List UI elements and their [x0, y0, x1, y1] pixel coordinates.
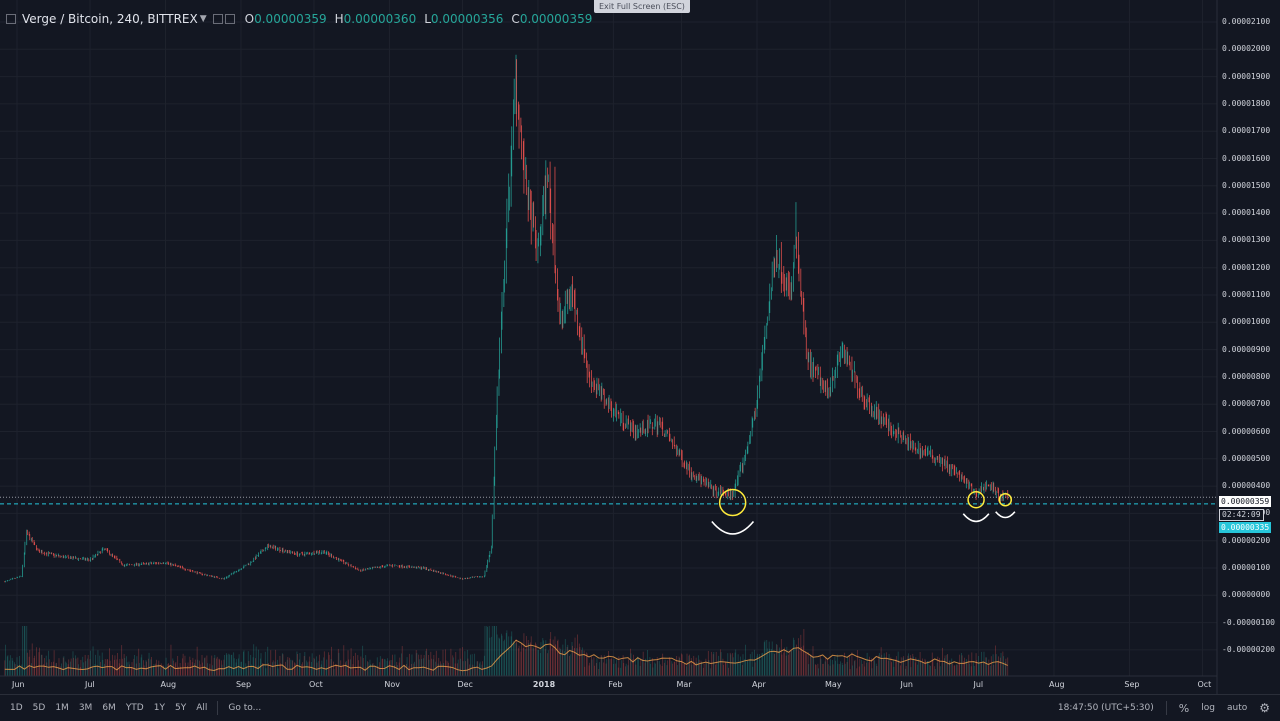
- ohlc-low: 0.00000356: [430, 12, 504, 26]
- crosshair-price-label: 0.00000335: [1219, 522, 1272, 533]
- price-tick-label: 0.00000400: [1222, 481, 1271, 491]
- price-tick-label: 0.00001800: [1222, 98, 1271, 108]
- price-tick-label: 0.00001000: [1222, 317, 1271, 327]
- price-tick-label: 0.00001200: [1222, 262, 1271, 272]
- price-tick-label: 0.00002000: [1222, 44, 1271, 54]
- price-tick-label: 0.00000900: [1222, 344, 1271, 354]
- time-tick-label: Feb: [608, 680, 623, 689]
- time-tick-label: Mar: [676, 680, 692, 689]
- goto-button[interactable]: Go to...: [228, 703, 262, 713]
- symbol-title[interactable]: Verge / Bitcoin, 240, BITTREX: [22, 12, 198, 26]
- settings-icon[interactable]: [212, 14, 223, 24]
- range-6m[interactable]: 6M: [102, 703, 116, 713]
- time-tick-label: Nov: [384, 680, 401, 689]
- gear-icon[interactable]: ⚙: [1259, 701, 1270, 715]
- time-tick-label: 2018: [532, 680, 556, 689]
- ohlc-close: 0.00000359: [519, 12, 593, 26]
- price-tick-label: 0.00000600: [1222, 426, 1271, 436]
- range-5d[interactable]: 5D: [32, 703, 46, 713]
- annotation-arc: [711, 520, 755, 535]
- range-1d[interactable]: 1D: [10, 703, 23, 713]
- time-tick-label: Sep: [235, 680, 252, 689]
- collapse-icon[interactable]: [6, 14, 16, 24]
- toolbar-divider: [217, 701, 219, 715]
- clock-time: 18:47:50 (UTC+5:30): [1057, 703, 1154, 713]
- chevron-down-icon[interactable]: ▼: [199, 14, 207, 24]
- time-tick-label: Apr: [752, 680, 766, 689]
- chart-overlays: [0, 488, 1217, 535]
- log-toggle[interactable]: log: [1201, 703, 1215, 713]
- price-tick-label: 0.00000800: [1222, 371, 1271, 381]
- price-tick-label: 0.00001900: [1222, 71, 1271, 81]
- time-tick-label: Jun: [12, 680, 25, 689]
- time-tick-label: Oct: [1197, 680, 1212, 689]
- price-tick-label: 0.00000200: [1222, 535, 1271, 545]
- ohlc-close-key: C: [511, 12, 520, 26]
- time-tick-label: Aug: [1048, 680, 1065, 689]
- annotation-arc: [962, 513, 990, 523]
- annotation-circle: [998, 493, 1013, 507]
- range-3m[interactable]: 3M: [78, 703, 93, 713]
- price-tick-label: 0.00001700: [1222, 126, 1271, 136]
- auto-toggle[interactable]: auto: [1226, 703, 1248, 713]
- price-tick-label: -0.00000200: [1222, 644, 1275, 654]
- ohlc-high-key: H: [334, 12, 344, 26]
- time-tick-label: Jun: [900, 680, 913, 689]
- bottom-toolbar: 1D 5D 1M 3M 6M YTD 1Y 5Y All Go to... 18…: [0, 694, 1280, 721]
- volume-ma-line: [4, 639, 1008, 672]
- price-tick-label: 0.00000100: [1222, 563, 1271, 572]
- time-tick-label: Sep: [1124, 680, 1140, 689]
- toolbar-right: 18:47:50 (UTC+5:30) % log auto ⚙: [1058, 695, 1270, 721]
- price-tick-label: 0.00001300: [1222, 235, 1271, 245]
- countdown-label: 02:42:09: [1219, 509, 1264, 521]
- chart-header: Verge / Bitcoin, 240, BITTREX ▼ O 0.00000…: [6, 10, 592, 28]
- price-tick-label: 0.00001100: [1222, 290, 1271, 299]
- range-1y[interactable]: 1Y: [153, 703, 165, 713]
- time-tick-label: Jul: [973, 680, 984, 689]
- toolbar-divider-right: [1165, 701, 1167, 715]
- ohlc-open: 0.00000359: [254, 12, 327, 26]
- price-tick-label: 0.00000700: [1222, 399, 1271, 409]
- range-all[interactable]: All: [196, 703, 208, 713]
- price-tick-label: 0.00000500: [1222, 453, 1271, 463]
- annotation-circle: [967, 491, 985, 509]
- last-price-label: 0.00000359: [1219, 496, 1272, 507]
- percent-toggle[interactable]: %: [1178, 701, 1190, 715]
- ohlc-high: 0.00000360: [343, 12, 417, 26]
- time-tick-label: Oct: [308, 680, 323, 689]
- price-candles: [4, 54, 1009, 583]
- price-tick-label: 0.00000000: [1222, 590, 1271, 600]
- time-tick-label: Dec: [457, 680, 473, 689]
- volume-bars: [4, 626, 1009, 676]
- ohlc-low-key: L: [424, 12, 431, 26]
- range-1m[interactable]: 1M: [55, 703, 69, 713]
- range-5y[interactable]: 5Y: [174, 703, 187, 713]
- chart-grid: [0, 0, 1217, 676]
- time-tick-label: Aug: [160, 680, 177, 689]
- price-tick-label: 0.00001500: [1222, 180, 1271, 190]
- exit-fullscreen-button[interactable]: Exit Full Screen (ESC): [594, 0, 690, 13]
- time-tick-label: Jul: [85, 680, 95, 689]
- price-tick-label: 0.00001400: [1222, 208, 1271, 218]
- price-tick-label: 0.00002100: [1222, 17, 1271, 26]
- ohlc-open-key: O: [244, 12, 255, 26]
- time-tick-label: May: [825, 680, 842, 689]
- annotation-arc: [995, 511, 1016, 519]
- visibility-icon[interactable]: [224, 14, 235, 24]
- price-tick-label: 0.00001600: [1222, 153, 1271, 163]
- range-ytd[interactable]: YTD: [125, 703, 144, 713]
- annotation-circle: [718, 488, 747, 517]
- price-tick-label: -0.00000100: [1222, 617, 1275, 627]
